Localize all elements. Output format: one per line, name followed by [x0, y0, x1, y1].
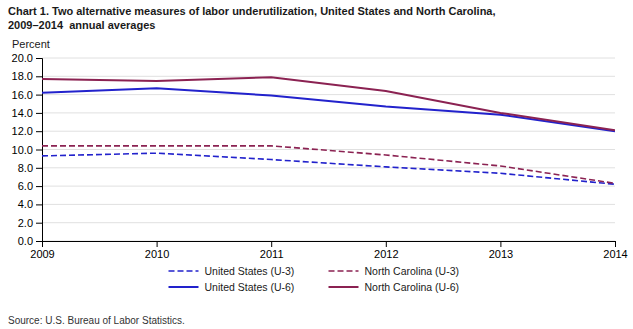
- grid-line: [42, 131, 615, 132]
- legend-label: North Carolina (U-3): [365, 265, 460, 277]
- chart-svg: Chart 1. Two alternative measures of lab…: [0, 0, 633, 329]
- y-axis-line: [36, 59, 43, 242]
- grid-line: [42, 76, 615, 77]
- x-tick-mark: [157, 241, 158, 247]
- x-tick-label: 2014: [603, 248, 627, 260]
- legend-label: United States (U-6): [205, 281, 295, 293]
- y-tick-mark: [36, 241, 42, 242]
- y-tick: 10.0: [12, 144, 42, 156]
- y-tick: 20.0: [12, 52, 42, 64]
- y-tick-label: 8.0: [18, 162, 33, 174]
- y-tick: 16.0: [12, 89, 42, 101]
- y-tick-label: 18.0: [12, 70, 33, 82]
- y-axis-label: Percent: [12, 38, 50, 50]
- x-tick: 2011: [260, 241, 284, 260]
- x-tick: 2014: [603, 241, 627, 260]
- grid: [42, 58, 615, 241]
- y-tick-label: 20.0: [12, 52, 33, 64]
- title-line: Chart 1. Two alternative measures of lab…: [8, 5, 496, 17]
- x-tick-mark: [42, 241, 43, 247]
- legend-swatch: [169, 270, 199, 272]
- legend-item: North Carolina (U-6): [329, 281, 460, 293]
- grid-line: [42, 186, 615, 187]
- y-tick-mark: [36, 95, 42, 96]
- grid-line: [42, 58, 615, 59]
- x-tick-mark: [386, 241, 387, 247]
- x-tick: 2012: [374, 241, 398, 260]
- grid-line: [42, 112, 615, 113]
- y-tick-label: 0.0: [18, 235, 33, 247]
- y-tick-label: 2.0: [18, 217, 33, 229]
- x-tick-label: 2013: [489, 248, 513, 260]
- y-tick-mark: [36, 186, 42, 187]
- grid-line: [42, 167, 615, 168]
- source: Source: U.S. Bureau of Labor Statistics.: [8, 315, 185, 326]
- series-line: [42, 77, 615, 130]
- x-tick-label: 2009: [30, 248, 54, 260]
- y-tick-mark: [36, 223, 42, 224]
- chart-container: Chart 1. Two alternative measures of lab…: [0, 0, 633, 329]
- legend-swatch: [329, 286, 359, 288]
- y-tick-label: 14.0: [12, 107, 33, 119]
- y-axis: 0.0 2.0 4.0 6.0 8.0 10.0 12.0 14.0 16.0 18.0 20.0: [12, 52, 43, 247]
- y-tick: 6.0: [18, 180, 42, 192]
- series-line: [42, 146, 615, 184]
- y-tick-mark: [36, 58, 42, 59]
- title-line: 2009–2014 annual averages: [8, 19, 155, 31]
- legend-swatch: [329, 270, 359, 272]
- y-tick-mark: [36, 131, 42, 132]
- grid-line: [42, 222, 615, 223]
- x-tick-label: 2011: [260, 248, 284, 260]
- x-tick-mark: [500, 241, 501, 247]
- y-tick-label: 10.0: [12, 144, 33, 156]
- y-tick-mark: [36, 113, 42, 114]
- x-tick-mark: [615, 241, 616, 247]
- y-tick-label: 16.0: [12, 89, 33, 101]
- x-tick: 2013: [489, 241, 513, 260]
- lines: [42, 77, 615, 184]
- y-tick: 12.0: [12, 125, 42, 137]
- y-tick: 8.0: [18, 162, 42, 174]
- x-tick: 2010: [145, 241, 169, 260]
- title: Chart 1. Two alternative measures of lab…: [8, 5, 496, 31]
- y-tick: 18.0: [12, 70, 42, 82]
- legend-item: United States (U-3): [169, 265, 295, 277]
- legend-label: North Carolina (U-6): [365, 281, 460, 293]
- y-tick-mark: [36, 168, 42, 169]
- x-tick: 2009: [30, 241, 54, 260]
- legend-label: United States (U-3): [205, 265, 295, 277]
- y-tick: 0.0: [18, 235, 42, 247]
- grid-line: [42, 149, 615, 150]
- y-tick-mark: [36, 150, 42, 151]
- y-tick: 14.0: [12, 107, 42, 119]
- legend-item: United States (U-6): [169, 281, 295, 293]
- plot: 0.0 2.0 4.0 6.0 8.0 10.0 12.0 14.0 16.0 18.0 20.0 2…: [12, 52, 628, 260]
- y-tick-label: 4.0: [18, 198, 33, 210]
- y-tick-label: 12.0: [12, 125, 33, 137]
- x-axis-line: [43, 242, 616, 248]
- legend-item: North Carolina (U-3): [329, 265, 460, 277]
- legend: United States (U-3) North Carolina (U-3) U…: [169, 265, 460, 293]
- grid-line: [42, 204, 615, 205]
- legend-swatch: [169, 286, 199, 288]
- grid-line: [42, 94, 615, 95]
- x-tick-mark: [271, 241, 272, 247]
- y-tick-mark: [36, 204, 42, 205]
- x-tick-label: 2012: [374, 248, 398, 260]
- y-tick: 4.0: [18, 198, 42, 210]
- y-tick-mark: [36, 76, 42, 77]
- series-line: [42, 88, 615, 131]
- y-tick: 2.0: [18, 217, 42, 229]
- y-tick-label: 6.0: [18, 180, 33, 192]
- series-line: [42, 153, 615, 184]
- x-tick-label: 2010: [145, 248, 169, 260]
- x-axis: 2009 2010 2011 2012 2013 2014: [30, 241, 627, 260]
